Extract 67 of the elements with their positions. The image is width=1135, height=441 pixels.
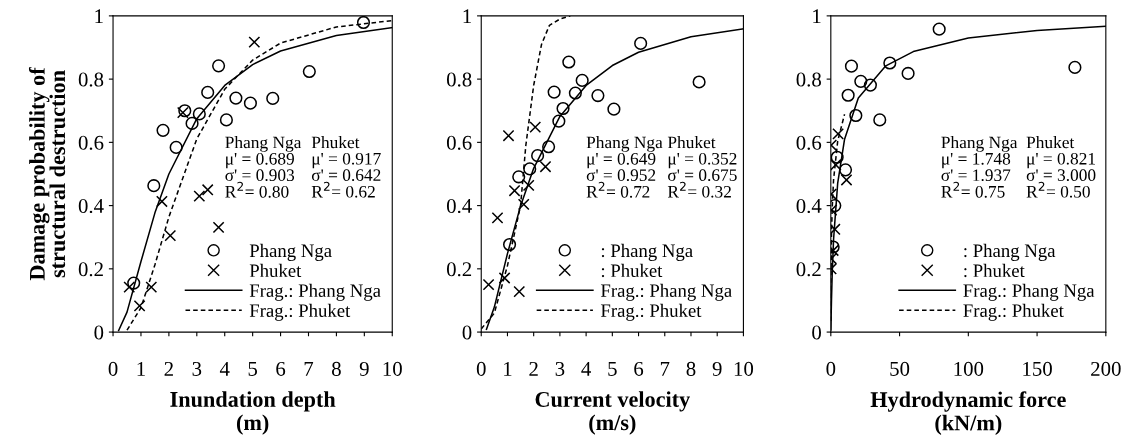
y-tick-label: 0.2 (78, 262, 103, 277)
annotation: Phang Nga μ' = 0.689 σ' = 0.903 R$^{2}$= 0.80 (225, 136, 302, 198)
y-tick-label: 0.2 (796, 262, 821, 277)
legend-label: : Phang Nga (964, 243, 1056, 261)
x-tick-label: 50 (890, 361, 910, 376)
y-tick-label: 0.4 (796, 198, 822, 214)
x-tick-label: 4 (219, 361, 230, 376)
x-tick-label: 3 (192, 361, 202, 376)
y-tick-label: 0.6 (78, 135, 104, 150)
annotation: Phuket μ' = 0.821 σ' = 3.000 R$^{2}$= 0.50 (1026, 136, 1096, 198)
x-tick-label: 0 (476, 361, 486, 376)
x-tick-label: 200 (1091, 361, 1121, 376)
legend-label: Frag.: Phuket (249, 303, 351, 321)
x-tick-label: 8 (686, 361, 696, 376)
annotation: Phang Nga μ' = 1.748 σ' = 1.937 R$^{2}$= 0.75 (941, 136, 1018, 198)
y-tick-label: 0.8 (78, 72, 104, 87)
legend-label: Phuket (249, 263, 302, 278)
y-tick-label: 0 (94, 325, 104, 340)
y-axis-title: Damage probability of structural destruction (28, 67, 66, 281)
legend-label: : Phang Nga (601, 243, 693, 261)
annotation: Phuket μ' = 0.917 σ' = 0.642 R$^{2}$= 0.62 (311, 136, 381, 198)
x-tick-label: 9 (359, 361, 369, 376)
y-tick-label: 0.6 (446, 135, 472, 150)
x-tick-label: 3 (555, 361, 565, 376)
y-tick-label: 0.8 (796, 72, 821, 87)
legend-label: : Phuket (964, 263, 1025, 278)
legend-label: Phang Nga (249, 243, 332, 261)
y-tick-label: 0.8 (446, 72, 472, 87)
y-tick-label: 1 (463, 9, 471, 24)
x-tick-label: 6 (276, 361, 286, 376)
legend-label: Frag.: Phang Nga (600, 283, 732, 301)
annotation: Phuket μ' = 0.352 σ' = 0.675 R$^{2}$= 0.32 (667, 136, 737, 198)
x-axis-title: Current velocity (m/s) (535, 391, 690, 435)
x-tick-label: 100 (954, 361, 984, 376)
legend-label: Frag.: Phuket (600, 303, 702, 321)
x-tick-label: 6 (634, 361, 644, 376)
x-tick-label: 150 (1023, 361, 1052, 376)
x-tick-label: 2 (164, 361, 173, 376)
x-tick-label: 9 (712, 361, 722, 376)
y-tick-label: 0 (462, 325, 472, 340)
x-tick-label: 1 (504, 361, 512, 376)
y-tick-label: 0.2 (446, 262, 472, 277)
legend-label: Frag.: Phang Nga (963, 283, 1095, 301)
x-tick-label: 1 (137, 361, 145, 376)
y-tick-label: 1 (95, 9, 103, 24)
y-tick-label: 0 (812, 325, 821, 340)
x-tick-label: 10 (383, 361, 402, 376)
x-tick-label: 7 (304, 362, 314, 376)
x-axis-title: Hydrodynamic force (kN/m) (870, 391, 1066, 435)
y-tick-label: 0.4 (446, 198, 472, 214)
legend-label: Frag.: Phang Nga (249, 283, 381, 301)
x-tick-label: 0 (108, 361, 118, 376)
x-tick-label: 5 (608, 362, 617, 376)
x-tick-label: 2 (529, 361, 538, 376)
annotation: Phang Nga μ' = 0.649 σ' = 0.952 R$^{2}$= 0.72 (586, 136, 663, 198)
y-tick-label: 0.4 (78, 198, 104, 214)
x-axis-title: Inundation depth (m) (170, 391, 336, 435)
x-tick-label: 4 (581, 361, 591, 376)
y-tick-label: 0.6 (796, 135, 822, 150)
legend-label: Frag.: Phuket (963, 303, 1064, 321)
x-tick-label: 5 (248, 362, 258, 376)
x-tick-label: 7 (660, 362, 670, 376)
legend-label: : Phuket (601, 263, 663, 278)
x-tick-label: 8 (332, 361, 341, 376)
x-tick-label: 0 (826, 361, 836, 376)
y-tick-label: 1 (813, 9, 821, 24)
x-tick-label: 10 (734, 361, 754, 376)
